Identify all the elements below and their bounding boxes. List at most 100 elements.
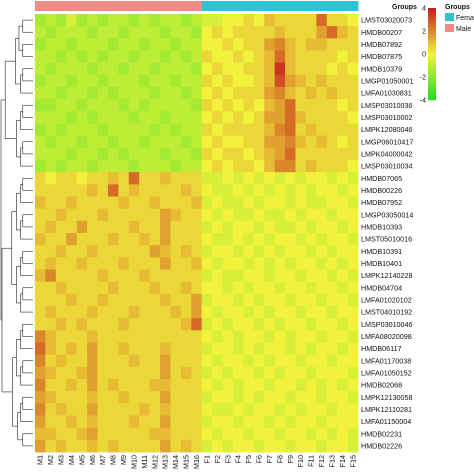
heatmap-cell — [118, 366, 130, 380]
heatmap-cell — [222, 208, 234, 222]
heatmap-cell — [285, 135, 296, 149]
heatmap-cell — [305, 123, 317, 137]
heatmap-cell — [118, 439, 130, 453]
column-label: F8 — [275, 455, 284, 463]
heatmap-cell — [212, 99, 223, 112]
heatmap-cell — [201, 403, 213, 416]
heatmap-cell — [305, 342, 317, 356]
heatmap-cell — [295, 50, 307, 64]
heatmap-cell — [170, 50, 182, 64]
heatmap-cell — [316, 196, 328, 210]
heatmap-cell — [149, 245, 161, 258]
heatmap-cell — [87, 403, 98, 416]
row-label: LMPK12080046 — [361, 125, 413, 134]
heatmap-cell — [55, 111, 67, 124]
column-label: M9 — [119, 455, 128, 465]
heatmap-cell — [264, 99, 276, 112]
heatmap-cell — [76, 99, 88, 112]
heatmap-cell — [295, 439, 307, 453]
heatmap-cell — [149, 427, 161, 441]
heatmap-cell — [347, 427, 359, 441]
heatmap-cell — [232, 135, 244, 149]
heatmap-cell — [295, 293, 307, 307]
heatmap-cell — [160, 99, 171, 112]
heatmap-cell — [243, 87, 255, 100]
heatmap-cell — [232, 38, 244, 51]
heatmap-cell — [35, 415, 46, 429]
heatmap-cell — [243, 50, 255, 64]
heatmap-cell — [97, 135, 109, 149]
heatmap-cell — [264, 354, 276, 368]
group-legend-label: Male — [456, 26, 471, 33]
heatmap-cell — [107, 26, 119, 39]
heatmap-cell — [139, 379, 151, 392]
heatmap-cell — [222, 62, 234, 76]
heatmap-cell — [274, 330, 286, 343]
heatmap-cell — [45, 99, 57, 112]
heatmap-cell — [337, 208, 348, 222]
heatmap-cell — [253, 281, 265, 295]
heatmap-cell — [76, 123, 88, 137]
group-bar-cell — [274, 1, 286, 11]
heatmap-cell — [97, 330, 109, 343]
heatmap-cell — [76, 439, 88, 453]
heatmap-cell — [128, 50, 140, 64]
heatmap-cell — [222, 257, 234, 270]
heatmap-cell — [87, 269, 98, 283]
heatmap-cell — [107, 318, 119, 331]
heatmap-cell — [76, 281, 88, 295]
heatmap-cell — [243, 26, 255, 39]
heatmap-cell — [170, 172, 182, 185]
heatmap-cell — [347, 147, 359, 161]
heatmap-cell — [222, 220, 234, 234]
heatmap-cell — [191, 427, 203, 441]
heatmap-cell — [149, 391, 161, 404]
heatmap-cell — [87, 38, 98, 51]
heatmap-cell — [253, 330, 265, 343]
heatmap-cell — [316, 74, 328, 88]
row-label: LMST04010192 — [361, 308, 412, 317]
heatmap-cell — [305, 257, 317, 270]
heatmap-cell — [66, 99, 78, 112]
heatmap-cell — [264, 74, 276, 88]
heatmap-cell — [139, 342, 151, 356]
heatmap-cell — [128, 233, 140, 246]
heatmap-cell — [170, 330, 182, 343]
heatmap-cell — [87, 245, 98, 258]
heatmap-cell — [201, 184, 213, 197]
column-label: M16 — [192, 455, 201, 469]
heatmap-cell — [232, 306, 244, 319]
heatmap-cell — [160, 160, 171, 173]
heatmap-cell — [107, 366, 119, 380]
heatmap-cell — [347, 269, 359, 283]
heatmap-cell — [201, 50, 213, 64]
heatmap-cell — [326, 269, 338, 283]
heatmap-cell — [180, 306, 192, 319]
heatmap-cell — [180, 74, 192, 88]
heatmap-cell — [347, 50, 359, 64]
colorbar-segment — [428, 40, 436, 43]
heatmap-cell — [232, 184, 244, 197]
heatmap-cell — [160, 38, 171, 51]
heatmap-cell — [285, 354, 296, 368]
heatmap-cell — [253, 391, 265, 404]
heatmap-cell — [149, 415, 161, 429]
row-label: HMDB02226 — [361, 442, 402, 451]
heatmap-cell — [118, 160, 130, 173]
heatmap-cell — [118, 281, 130, 295]
heatmap-cell — [128, 293, 140, 307]
heatmap-cell — [149, 160, 161, 173]
heatmap-cell — [264, 196, 276, 210]
column-label: M6 — [88, 455, 97, 465]
heatmap-cell — [149, 62, 161, 76]
heatmap-cell — [128, 439, 140, 453]
heatmap-cell — [55, 391, 67, 404]
heatmap-cell — [35, 160, 46, 173]
heatmap-cell — [201, 74, 213, 88]
heatmap-cell — [35, 318, 46, 331]
heatmap-cell — [253, 233, 265, 246]
heatmap-cell — [222, 318, 234, 331]
heatmap-cell — [305, 379, 317, 392]
group-bar-cell — [45, 1, 57, 11]
group-bar-cell — [316, 1, 328, 11]
